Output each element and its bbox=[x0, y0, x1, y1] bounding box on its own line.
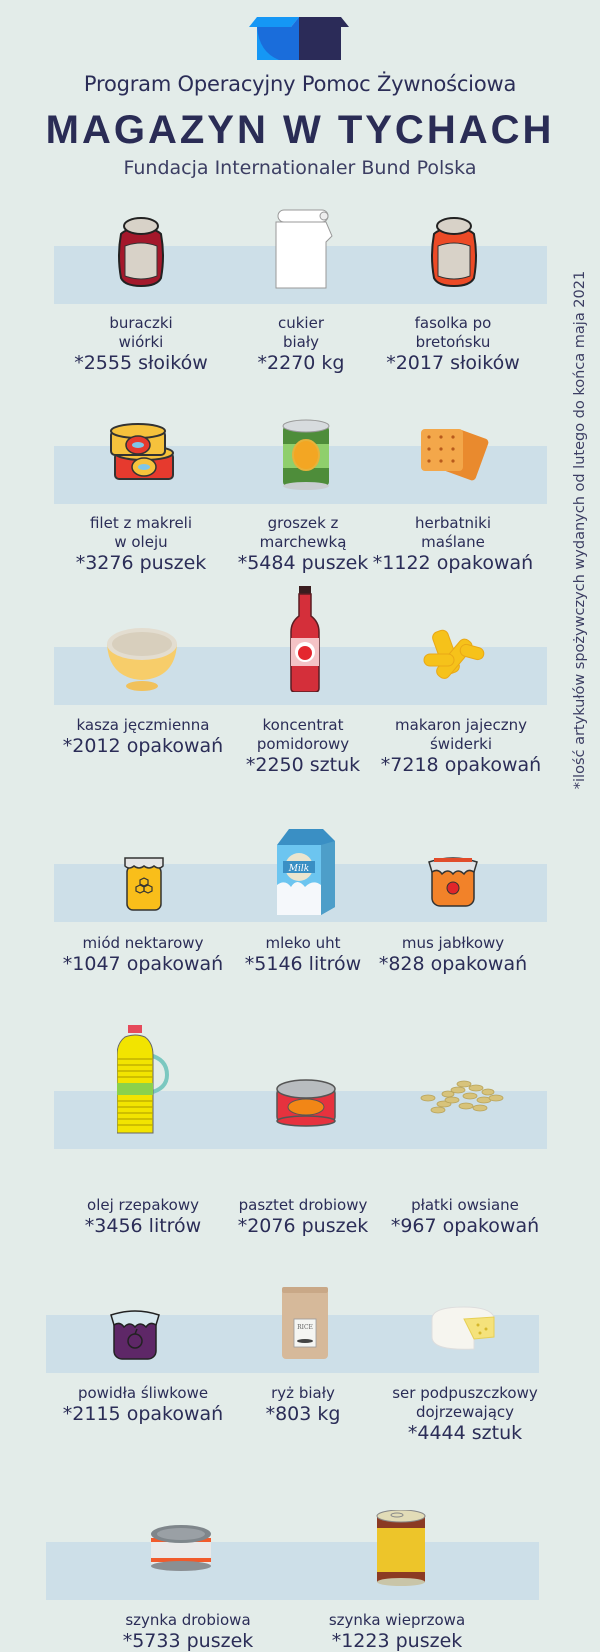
honey-jar-icon bbox=[124, 857, 164, 911]
program-name: Program Operacyjny Pomoc Żywnościowa bbox=[83, 72, 517, 96]
sugar-bag-icon bbox=[275, 209, 333, 289]
product-item: herbatniki maślane *1122 opakowań bbox=[368, 514, 538, 574]
product-quantity: *2012 opakowań bbox=[62, 735, 224, 757]
product-name: ryż biały bbox=[271, 1384, 335, 1402]
beet-jar-icon bbox=[118, 217, 164, 288]
product-item: makaron jajeczny świderki *7218 opakowań bbox=[376, 716, 546, 776]
logo-box-icon bbox=[249, 17, 349, 60]
page-title: MAGAZYN W TYCHACH bbox=[45, 108, 555, 152]
pork-ham-can-icon bbox=[376, 1510, 426, 1586]
product-name: makaron jajeczny świderki bbox=[395, 716, 527, 753]
product-name: ser podpuszczkowy dojrzewający bbox=[392, 1384, 538, 1421]
product-name: kasza jęczmienna bbox=[76, 716, 210, 734]
product-item: mus jabłkowy *828 opakowań bbox=[368, 934, 538, 975]
pasta-icon bbox=[423, 629, 485, 679]
product-quantity: *4444 sztuk bbox=[407, 1422, 523, 1444]
product-name: buraczki wiórki bbox=[109, 314, 173, 351]
milk-label: Milk bbox=[288, 864, 309, 874]
product-item: szynka drobiowa *5733 puszek bbox=[103, 1611, 273, 1652]
chicken-ham-can-icon bbox=[151, 1525, 211, 1571]
product-name: szynka wieprzowa bbox=[328, 1611, 466, 1629]
product-item: mleko uht *5146 litrów bbox=[218, 934, 388, 975]
product-name: mleko uht bbox=[265, 934, 341, 952]
product-item: kasza jęczmienna *2012 opakowań bbox=[58, 716, 228, 757]
oat-flakes-icon bbox=[420, 1080, 504, 1114]
product-name: pasztet drobiowy bbox=[238, 1196, 368, 1214]
product-quantity: *3276 puszek bbox=[75, 552, 207, 574]
organization-name: Fundacja Internationaler Bund Polska bbox=[123, 157, 477, 179]
cheese-icon bbox=[431, 1306, 495, 1350]
product-name: szynka drobiowa bbox=[125, 1611, 251, 1629]
product-name: filet z makreli w oleju bbox=[89, 514, 193, 551]
rice-label: RICE bbox=[297, 1324, 313, 1331]
product-quantity: *5733 puszek bbox=[122, 1630, 254, 1652]
product-name: olej rzepakowy bbox=[87, 1196, 199, 1214]
pate-can-icon bbox=[276, 1079, 336, 1127]
product-item: koncentrat pomidorowy *2250 sztuk bbox=[218, 716, 388, 776]
apple-jar-icon bbox=[428, 857, 478, 907]
product-quantity: *803 kg bbox=[265, 1403, 341, 1425]
milk-carton-icon: Milk bbox=[277, 829, 335, 915]
product-quantity: *967 opakowań bbox=[390, 1215, 540, 1237]
fish-cans-icon bbox=[110, 423, 174, 480]
product-name: miód nektarowy bbox=[82, 934, 204, 952]
product-name: koncentrat pomidorowy bbox=[256, 716, 350, 753]
grain-bowl-icon bbox=[107, 628, 177, 691]
product-quantity: *2270 kg bbox=[257, 352, 345, 374]
product-quantity: *7218 opakowań bbox=[380, 754, 542, 776]
product-quantity: *2115 opakowań bbox=[62, 1403, 224, 1425]
product-item: olej rzepakowy *3456 litrów bbox=[58, 1196, 228, 1237]
product-name: cukier biały bbox=[277, 314, 324, 351]
product-item: groszek z marchewką *5484 puszek bbox=[218, 514, 388, 574]
product-quantity: *5146 litrów bbox=[244, 953, 362, 975]
product-item: ser podpuszczkowy dojrzewający *4444 szt… bbox=[377, 1384, 553, 1444]
biscuits-icon bbox=[421, 429, 489, 481]
product-item: fasolka po bretońsku *2017 słoików bbox=[368, 314, 538, 374]
beans-jar-icon bbox=[431, 217, 477, 288]
product-quantity: *2076 puszek bbox=[237, 1215, 369, 1237]
product-item: ryż biały *803 kg bbox=[218, 1384, 388, 1425]
product-quantity: *1122 opakowań bbox=[372, 552, 534, 574]
product-name: płatki owsiane bbox=[411, 1196, 519, 1214]
tomato-bottle-icon bbox=[290, 586, 320, 692]
product-item: powidła śliwkowe *2115 opakowań bbox=[58, 1384, 228, 1425]
product-name: herbatniki maślane bbox=[414, 514, 492, 551]
product-name: groszek z marchewką bbox=[259, 514, 347, 551]
oil-bottle-icon bbox=[117, 1025, 170, 1134]
product-name: powidła śliwkowe bbox=[77, 1384, 209, 1402]
product-quantity: *2555 słoików bbox=[74, 352, 208, 374]
plum-jar-icon bbox=[110, 1310, 160, 1360]
peas-can-icon bbox=[282, 419, 330, 490]
product-item: szynka wieprzowa *1223 puszek bbox=[312, 1611, 482, 1652]
product-quantity: *3456 litrów bbox=[84, 1215, 202, 1237]
product-item: miód nektarowy *1047 opakowań bbox=[58, 934, 228, 975]
footnote-vertical: *ilość artykułów spożywczych wydanych od… bbox=[572, 270, 588, 790]
product-name: fasolka po bretońsku bbox=[414, 314, 492, 351]
product-quantity: *1047 opakowań bbox=[62, 953, 224, 975]
product-name: mus jabłkowy bbox=[401, 934, 505, 952]
row-band bbox=[46, 1542, 539, 1600]
rice-bag-icon: RICE bbox=[282, 1287, 328, 1359]
product-item: filet z makreli w oleju *3276 puszek bbox=[56, 514, 226, 574]
product-item: płatki owsiane *967 opakowań bbox=[380, 1196, 550, 1237]
product-quantity: *1223 puszek bbox=[331, 1630, 463, 1652]
product-quantity: *2250 sztuk bbox=[245, 754, 361, 776]
product-item: cukier biały *2270 kg bbox=[216, 314, 386, 374]
product-item: buraczki wiórki *2555 słoików bbox=[56, 314, 226, 374]
product-quantity: *2017 słoików bbox=[386, 352, 520, 374]
product-quantity: *5484 puszek bbox=[237, 552, 369, 574]
product-item: pasztet drobiowy *2076 puszek bbox=[218, 1196, 388, 1237]
product-quantity: *828 opakowań bbox=[378, 953, 528, 975]
